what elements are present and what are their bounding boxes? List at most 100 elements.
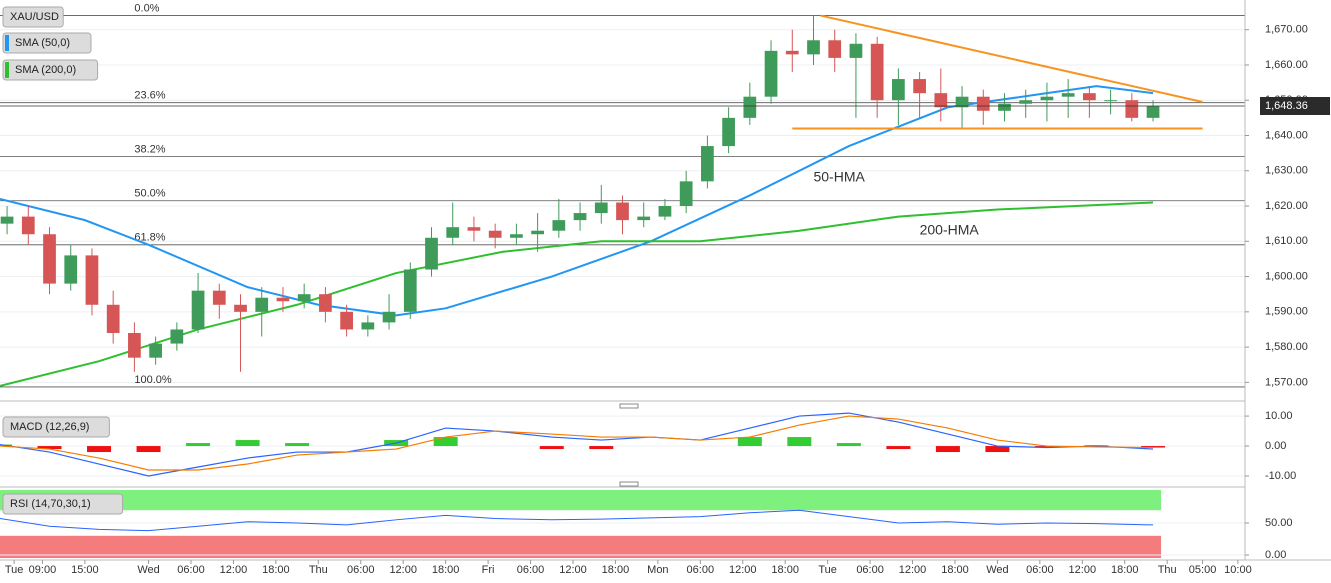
y-tick-label: 1,580.00 — [1265, 341, 1308, 353]
macd-histogram-bar — [285, 443, 310, 447]
candle-body — [849, 43, 863, 58]
candle-body — [658, 206, 672, 217]
candle-body — [722, 117, 735, 147]
candle-body — [743, 96, 757, 118]
x-tick-label: 18:00 — [602, 564, 630, 576]
candle-body — [255, 297, 269, 312]
candle-body — [1061, 93, 1075, 97]
candle-body — [594, 202, 608, 214]
candle-body — [573, 213, 587, 221]
x-tick-label: Tue — [818, 564, 837, 576]
annotation: 50-HMA — [813, 169, 865, 185]
legend-box[interactable] — [2, 6, 64, 28]
legend-label: RSI (14,70,30,1) — [10, 498, 91, 510]
candle-body — [637, 216, 651, 221]
candle-body — [552, 220, 566, 231]
candle-body — [1104, 100, 1117, 102]
candle-body — [934, 93, 948, 108]
macd-line — [0, 415, 1154, 471]
x-tick-label: 12:00 — [1069, 564, 1097, 576]
x-tick-label: 09:00 — [29, 564, 57, 576]
y-tick-label: 1,610.00 — [1265, 235, 1308, 247]
candle-body — [170, 329, 184, 344]
candle-body — [128, 332, 141, 358]
candle-body — [701, 146, 714, 182]
x-tick-label: 18:00 — [432, 564, 460, 576]
fib-label: 100.0% — [134, 374, 172, 386]
candle-body — [976, 96, 990, 111]
oversold-zone — [0, 535, 1245, 558]
legend-swatch — [5, 62, 9, 78]
candle-body — [1083, 93, 1096, 101]
candle-body — [616, 202, 629, 221]
legend-swatch — [5, 35, 9, 51]
x-tick-label: Mon — [647, 564, 668, 576]
x-tick-label: 06:00 — [177, 564, 205, 576]
candle-body — [64, 255, 78, 284]
grid — [0, 29, 1245, 558]
macd-histogram-bar — [235, 440, 260, 447]
candle-body — [446, 227, 460, 238]
y-tick-label: 50.00 — [1265, 517, 1293, 529]
candle-body — [85, 255, 99, 305]
candle-body — [510, 234, 523, 238]
x-tick-label: 12:00 — [389, 564, 417, 576]
legend-box[interactable] — [2, 493, 124, 515]
candle-body — [297, 294, 311, 302]
y-tick-label: 1,670.00 — [1265, 24, 1308, 36]
candle-body — [467, 227, 481, 231]
x-tick-label: Thu — [1158, 564, 1177, 576]
candle-body — [1125, 100, 1139, 118]
y-tick-label: 10.00 — [1265, 410, 1293, 422]
macd-histogram-bar — [1034, 446, 1059, 448]
candle-body — [892, 79, 905, 101]
annotation: 200-HMA — [920, 221, 980, 237]
legend-box[interactable] — [2, 416, 110, 438]
resize-grip[interactable] — [619, 403, 639, 409]
overbought-zone — [0, 490, 1245, 511]
y-tick-label: 1,660.00 — [1265, 59, 1308, 71]
last-price-box — [1260, 97, 1330, 116]
legend-box[interactable] — [2, 32, 92, 54]
legend-label: XAU/USD — [10, 11, 59, 23]
x-tick-label: 12:00 — [899, 564, 927, 576]
macd-histogram-bar — [737, 437, 762, 447]
macd-histogram-bar — [37, 446, 62, 450]
x-tick-label: 06:00 — [517, 564, 545, 576]
x-tick-label: 12:00 — [559, 564, 587, 576]
candle-body — [679, 181, 693, 207]
legend-box[interactable] — [2, 59, 99, 81]
y-tick-label: 0.00 — [1265, 440, 1286, 452]
fib-label: 61.8% — [134, 232, 165, 244]
candle-body — [0, 216, 14, 224]
candle-body — [913, 79, 926, 94]
x-tick-label: 18:00 — [771, 564, 799, 576]
resize-grip[interactable] — [619, 481, 639, 487]
overlay: 50-HMA 200-HMA 1,648.36 XAU/USD SMA (50,0) SM… — [2, 6, 1330, 515]
candle-body — [488, 230, 502, 238]
candle-body — [191, 290, 205, 330]
macd-histogram-bar — [787, 437, 812, 447]
fib-label: 23.6% — [134, 90, 165, 102]
y-tick-label: 0.00 — [1265, 549, 1286, 561]
macd-histogram-bar — [1141, 446, 1166, 448]
candle-body — [1040, 96, 1054, 101]
candle-body — [764, 50, 778, 97]
y-tick-label: 1,640.00 — [1265, 129, 1308, 141]
candle-body — [425, 237, 438, 270]
y-tick-label: 1,590.00 — [1265, 306, 1308, 318]
macd-histogram-bar — [186, 443, 211, 447]
x-tick-label: Fri — [482, 564, 495, 576]
candle-body — [531, 230, 544, 235]
candle-body — [807, 40, 820, 55]
macd-histogram-bar — [985, 446, 1010, 453]
candle-body — [955, 96, 969, 108]
candle-body — [785, 50, 799, 55]
candle-body — [403, 269, 417, 312]
candle-body — [276, 297, 290, 302]
candle-body — [340, 311, 353, 330]
x-tick-label: 18:00 — [941, 564, 969, 576]
candle-body — [234, 304, 247, 312]
x-tick-label: Thu — [309, 564, 328, 576]
